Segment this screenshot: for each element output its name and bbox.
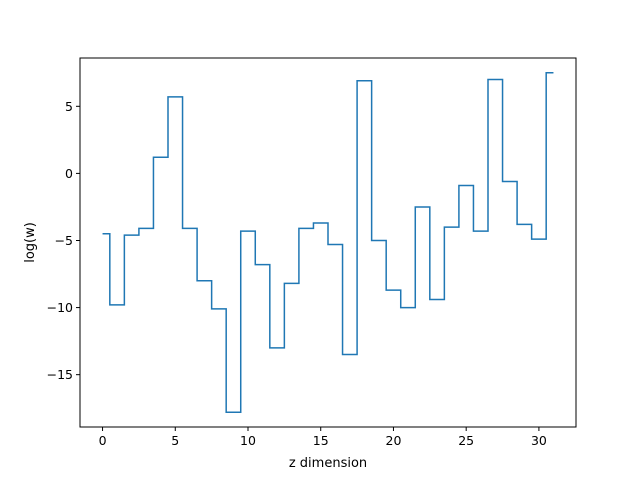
x-tick-label: 5 xyxy=(171,433,179,448)
y-tick-label: 0 xyxy=(65,166,73,181)
series-layer xyxy=(102,72,554,413)
x-tick-label: 25 xyxy=(458,433,474,448)
y-axis: −15 −10 −5 0 5 xyxy=(47,99,80,382)
x-tick-label: 20 xyxy=(386,433,402,448)
x-tick-label: 15 xyxy=(313,433,329,448)
x-tick-label: 0 xyxy=(99,433,107,448)
y-tick-label: −5 xyxy=(55,233,73,248)
plot-area-frame xyxy=(79,57,577,428)
x-tick-label: 30 xyxy=(531,433,547,448)
series-line-0 xyxy=(102,72,554,413)
y-tick-label: −10 xyxy=(47,300,73,315)
y-tick-label: −15 xyxy=(47,367,73,382)
x-axis: 0 5 10 15 20 25 30 xyxy=(99,427,547,448)
y-tick-label: 5 xyxy=(65,99,73,114)
y-axis-label: log(w) xyxy=(23,222,38,263)
x-axis-label: z dimension xyxy=(289,456,367,471)
x-tick-label: 10 xyxy=(240,433,256,448)
